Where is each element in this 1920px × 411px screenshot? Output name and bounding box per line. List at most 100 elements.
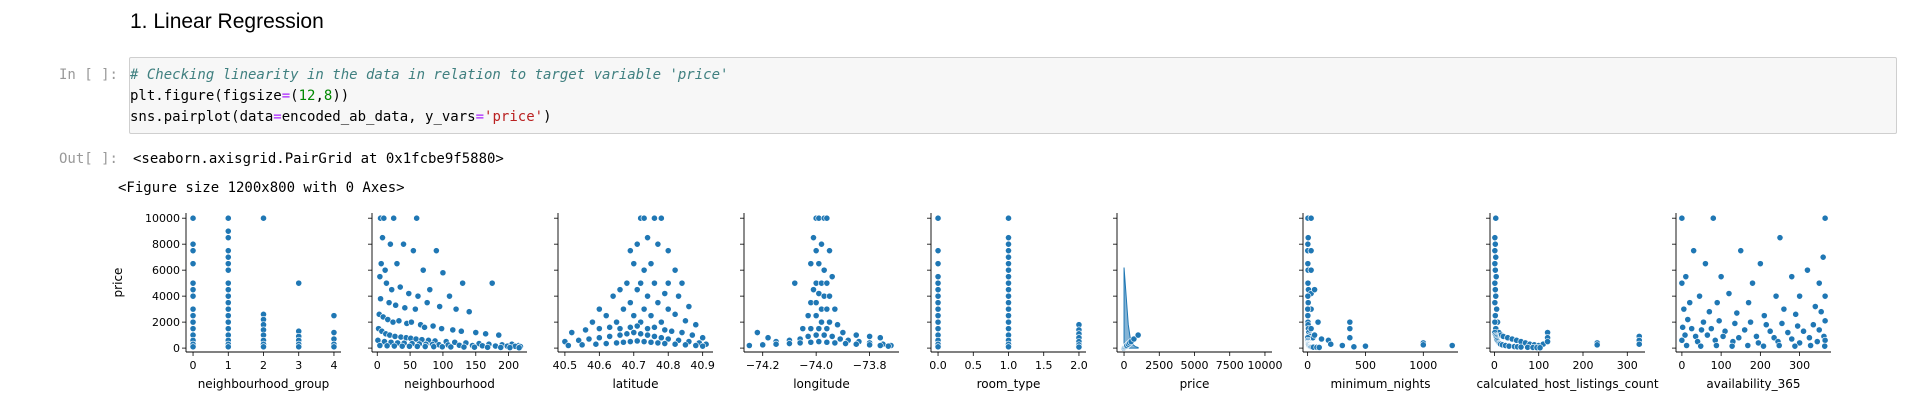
data-point <box>429 322 437 330</box>
data-point <box>396 283 404 291</box>
data-point <box>1307 214 1315 222</box>
data-point <box>682 317 689 325</box>
data-point <box>1690 247 1698 255</box>
data-point <box>654 339 662 347</box>
data-point <box>630 329 638 336</box>
x-tick-label: 5000 <box>1181 359 1209 372</box>
data-point <box>606 323 614 331</box>
data-point <box>432 247 440 255</box>
data-point <box>1315 344 1323 351</box>
data-point <box>1005 343 1012 351</box>
data-point <box>810 286 817 294</box>
pairplot-panel: 40.5 40.6 40.7 40.8 40.9 latitude <box>553 213 715 391</box>
data-point <box>1778 320 1786 327</box>
data-point <box>484 343 491 351</box>
data-point <box>664 335 672 343</box>
data-point <box>1815 326 1823 334</box>
data-point <box>1493 305 1501 313</box>
data-point <box>828 273 836 281</box>
code-cell-input[interactable]: # Checking linearity in the data in rela… <box>129 57 1897 134</box>
pairplot-panel: 0 2500 5000 7500 10000 price <box>1113 213 1282 391</box>
data-point <box>807 260 815 268</box>
data-point <box>772 340 780 348</box>
y-tick-label: 6000 <box>152 264 180 277</box>
data-point <box>383 342 391 350</box>
data-point <box>602 340 610 347</box>
data-point <box>1362 342 1369 350</box>
data-point <box>1794 322 1802 330</box>
x-tick-label: 7500 <box>1216 359 1244 372</box>
x-tick-label: 40.6 <box>587 359 612 372</box>
data-point <box>1688 325 1696 333</box>
data-point <box>383 279 390 287</box>
x-tick-label: 0 <box>190 359 197 372</box>
x-tick-label: 100 <box>1711 359 1732 372</box>
data-point <box>391 333 399 340</box>
data-point <box>578 341 586 349</box>
data-point <box>1304 305 1312 313</box>
data-point <box>406 342 413 350</box>
data-point <box>1491 240 1499 248</box>
data-point <box>1766 327 1774 335</box>
data-point <box>1682 273 1690 281</box>
y-tick-label: 10000 <box>145 212 180 225</box>
data-point <box>1304 299 1312 307</box>
data-point <box>818 318 825 326</box>
data-point <box>595 305 603 313</box>
data-point <box>1678 336 1686 344</box>
data-point <box>852 340 860 348</box>
x-axis-label: room_type <box>977 377 1041 391</box>
data-point <box>647 260 655 268</box>
data-point <box>1492 273 1500 281</box>
x-tick-label: 1.5 <box>1035 359 1053 372</box>
data-point <box>616 325 624 333</box>
code-token: = <box>273 109 282 125</box>
code-token: 'price' <box>484 109 544 125</box>
data-point <box>651 323 658 331</box>
data-point <box>330 312 338 320</box>
data-point <box>189 312 197 320</box>
data-point <box>815 338 823 346</box>
data-point <box>1821 342 1829 350</box>
data-point <box>1005 299 1012 307</box>
data-point <box>823 325 831 333</box>
x-axis-label: calculated_host_listings_count <box>1476 377 1658 391</box>
data-point <box>457 327 465 335</box>
data-point <box>439 269 447 277</box>
data-point <box>630 312 638 320</box>
data-point <box>836 335 844 343</box>
data-point <box>460 343 468 351</box>
data-point <box>1815 279 1823 287</box>
data-point <box>1492 292 1500 300</box>
data-point <box>671 340 679 348</box>
data-point <box>423 299 431 307</box>
data-point <box>651 279 658 287</box>
data-point <box>295 343 303 351</box>
data-point <box>661 326 669 334</box>
data-point <box>1821 336 1829 344</box>
data-point <box>651 214 658 222</box>
data-point <box>1775 342 1783 349</box>
data-point <box>1311 286 1318 294</box>
data-point <box>1784 329 1792 336</box>
x-tick-label: 2500 <box>1145 359 1173 372</box>
data-point <box>1134 331 1142 339</box>
x-axis-label: neighbourhood <box>404 377 495 391</box>
data-point <box>1772 292 1780 300</box>
data-point <box>377 295 384 303</box>
data-point <box>224 286 232 294</box>
data-point <box>699 334 707 342</box>
data-point <box>575 336 583 344</box>
data-point <box>692 321 700 329</box>
data-point <box>637 330 645 338</box>
data-point <box>626 323 634 331</box>
data-point <box>401 304 409 312</box>
data-point <box>1005 214 1012 222</box>
data-point <box>413 343 421 350</box>
data-point <box>1745 299 1752 307</box>
data-point <box>791 279 799 287</box>
data-point <box>826 292 833 300</box>
data-point <box>506 344 514 351</box>
x-tick-label: −74.2 <box>746 359 780 372</box>
